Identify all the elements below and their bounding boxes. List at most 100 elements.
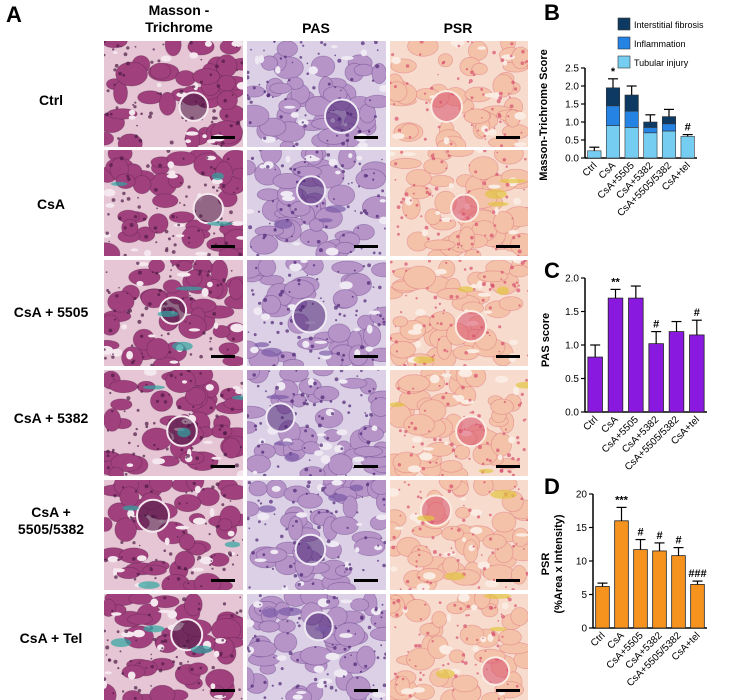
bar xyxy=(689,334,705,413)
bar-interstitial-fibrosis xyxy=(624,94,639,112)
bar-tubular-injury xyxy=(643,132,658,159)
bar xyxy=(614,520,629,629)
bar-interstitial-fibrosis xyxy=(661,116,677,125)
legend-swatch xyxy=(617,17,631,31)
micrograph-pas-row-1 xyxy=(247,41,386,147)
bar-tubular-injury xyxy=(605,125,621,159)
scale-bar xyxy=(211,579,235,582)
row-label-csa-5505-5382-text: CsA + 5505/5382 xyxy=(17,504,85,537)
micrograph-pas-row-4 xyxy=(247,370,386,476)
micrograph-masson-row-3 xyxy=(104,260,243,366)
micrograph-pas-row-5 xyxy=(247,480,386,590)
y-tick-label: 0.5 xyxy=(565,374,579,385)
scale-bar xyxy=(354,136,378,139)
bar xyxy=(690,584,705,629)
micrograph-psr-row-6 xyxy=(390,594,528,700)
column-header-pas: PAS xyxy=(302,20,330,36)
y-tick-label: 2.0 xyxy=(565,274,579,285)
column-header-masson: Masson - Trichrome xyxy=(118,2,240,36)
chart-b-legend: Interstitial fibrosis Inflammation Tubular… xyxy=(617,17,704,69)
x-tick-label: Ctrl xyxy=(582,414,601,433)
bar xyxy=(607,297,624,413)
scale-bar xyxy=(354,689,378,692)
y-tick-label: 10 xyxy=(576,557,588,568)
y-tick-label: 0 xyxy=(581,624,587,635)
scale-bar xyxy=(354,355,378,358)
chart-c-ylabel: PAS score xyxy=(540,313,552,367)
micrograph-psr-row-1 xyxy=(390,41,528,147)
y-tick-label: 20 xyxy=(576,490,588,501)
significance-label: *** xyxy=(615,494,629,506)
y-tick-label: 0.5 xyxy=(565,136,579,147)
legend-label: Interstitial fibrosis xyxy=(634,20,704,30)
significance-label: ** xyxy=(611,276,620,288)
chart-d-ylabel-line-1: PSR xyxy=(540,553,552,576)
row-label-ctrl: Ctrl xyxy=(38,92,64,108)
chart-c-bars: ** # # xyxy=(587,276,705,413)
bar xyxy=(648,343,664,413)
micrograph-pas-row-2 xyxy=(247,150,386,256)
scale-bar xyxy=(354,465,378,468)
micrograph-psr-row-2 xyxy=(390,150,528,256)
significance-label: # xyxy=(656,530,662,542)
significance-label: * xyxy=(611,66,616,78)
scale-bar xyxy=(496,136,520,139)
bar-tubular-injury xyxy=(587,150,602,159)
scale-bar xyxy=(211,245,235,248)
micrograph-masson-row-4 xyxy=(104,370,243,476)
bar xyxy=(652,550,667,629)
row-label-csa-5382: CsA + 5382 xyxy=(13,410,89,426)
bar-tubular-injury xyxy=(680,136,695,159)
panel-a-letter: A xyxy=(6,2,22,27)
scale-bar xyxy=(211,136,235,139)
micrograph-psr-row-4 xyxy=(390,370,528,476)
significance-label: ### xyxy=(688,568,706,580)
row-label-csa-tel: CsA + Tel xyxy=(19,630,83,646)
chart-b-ylabel: Masson-Trichrome Score xyxy=(538,49,550,180)
y-tick-label: 0.0 xyxy=(565,154,579,165)
y-tick-label: 1.0 xyxy=(565,341,579,352)
panel-d-letter: D xyxy=(544,474,560,499)
bar-interstitial-fibrosis xyxy=(605,87,621,107)
bar-inflammation xyxy=(624,110,639,128)
y-tick-label: 1.0 xyxy=(565,118,579,129)
scale-bar xyxy=(496,465,520,468)
chart-d-ylabel-line-2: (%Area x Intensity) xyxy=(553,514,565,613)
micrograph-masson-row-2 xyxy=(104,150,243,256)
scale-bar xyxy=(496,579,520,582)
scale-bar xyxy=(211,465,235,468)
legend-label: Inflammation xyxy=(634,39,686,49)
scale-bar xyxy=(496,689,520,692)
x-tick-label: Ctrl xyxy=(589,630,608,649)
x-tick-label: Ctrl xyxy=(581,160,600,179)
bar xyxy=(628,297,644,413)
row-label-csa-5505-5382: CsA + 5505/5382 xyxy=(0,504,102,538)
scale-bar xyxy=(354,245,378,248)
scale-bar xyxy=(354,579,378,582)
significance-label: # xyxy=(637,527,643,539)
bar-tubular-injury xyxy=(624,127,639,159)
bar xyxy=(587,356,603,413)
chart-b-bars: *# xyxy=(587,66,695,159)
significance-label: # xyxy=(675,535,681,547)
significance-label: # xyxy=(685,122,691,134)
chart-d-psr: PSR (%Area x Intensity) 05101520CtrlCsAC… xyxy=(540,490,707,689)
scale-bar xyxy=(496,355,520,358)
micrograph-masson-row-6 xyxy=(104,594,243,700)
micrograph-pas-row-3 xyxy=(247,260,386,366)
panel-c-letter: C xyxy=(544,258,560,283)
bar xyxy=(595,586,610,629)
row-label-csa: CsA xyxy=(36,196,65,212)
micrograph-psr-row-5 xyxy=(390,480,528,590)
bar-inflammation xyxy=(605,105,621,126)
y-tick-label: 0.0 xyxy=(565,408,579,419)
bar-inflammation xyxy=(643,127,658,134)
micrograph-masson-row-1 xyxy=(104,41,243,147)
column-header-masson-text: Masson - Trichrome xyxy=(145,2,213,35)
column-header-psr: PSR xyxy=(443,20,473,36)
chart-b-masson-trichrome: Masson-Trichrome Score 0.0 0.5 1.0 1.5 2.0 2.… xyxy=(538,17,704,219)
legend-swatch xyxy=(617,36,631,50)
chart-d-bars: ***# # #### xyxy=(595,494,707,629)
bar-tubular-injury xyxy=(661,130,677,159)
y-tick-label: 15 xyxy=(576,523,588,534)
